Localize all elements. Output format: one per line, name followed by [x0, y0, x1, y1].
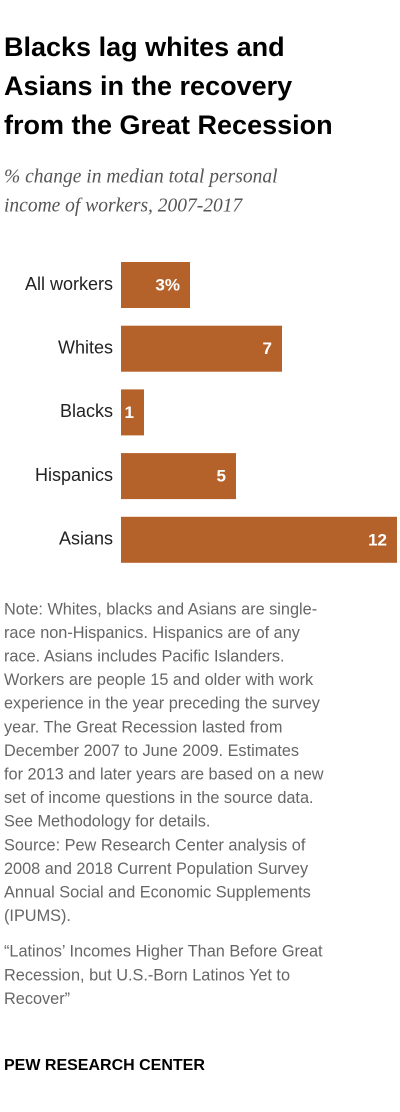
note: for 2013 and later years are based on a …: [4, 765, 324, 783]
value-label: 1: [125, 403, 134, 422]
citation: Recession, but U.S.-Born Latinos Yet to: [4, 966, 290, 984]
value-label: 3%: [155, 275, 180, 294]
bar: [121, 389, 144, 436]
category-label: Blacks: [60, 401, 113, 421]
chart-title: from the Great Recession: [4, 110, 333, 140]
subtitle: % change in median total personal: [4, 166, 278, 187]
bar: [121, 453, 236, 500]
category-label: All workers: [25, 274, 113, 294]
note: Workers are people 15 and older with wor…: [4, 671, 314, 689]
value-label: 12: [368, 530, 387, 549]
citation: “Latinos’ Incomes Higher Than Before Gre…: [4, 943, 323, 961]
category-label: Whites: [58, 337, 113, 357]
category-label: Asians: [59, 529, 113, 549]
note: experience in the year preceding the sur…: [4, 695, 321, 713]
bar: [121, 262, 190, 308]
category-label: Hispanics: [35, 465, 113, 485]
value-label: 5: [217, 467, 226, 486]
note: race non-Hispanics. Hispanics are of any: [4, 624, 301, 642]
note: set of income questions in the source da…: [4, 789, 314, 807]
note: December 2007 to June 2009. Estimates: [4, 742, 299, 760]
chart-title: Asians in the recovery: [4, 71, 292, 101]
source: Annual Social and Economic Supplements: [4, 883, 311, 901]
source: (IPUMS).: [4, 907, 71, 925]
note: Note: Whites, blacks and Asians are sing…: [4, 600, 317, 618]
source: Source: Pew Research Center analysis of: [4, 836, 306, 854]
note: See Methodology for details.: [4, 813, 210, 831]
note: year. The Great Recession lasted from: [4, 718, 282, 736]
chart-title: Blacks lag whites and: [4, 32, 285, 62]
bar: [121, 325, 282, 372]
bar: [121, 516, 397, 563]
footer: PEW RESEARCH CENTER: [4, 1057, 205, 1074]
source: 2008 and 2018 Current Population Survey: [4, 860, 309, 878]
note: race. Asians includes Pacific Islanders.: [4, 647, 285, 665]
subtitle: income of workers, 2007-2017: [4, 195, 244, 216]
citation: Recover”: [4, 990, 70, 1008]
value-label: 7: [263, 339, 272, 358]
